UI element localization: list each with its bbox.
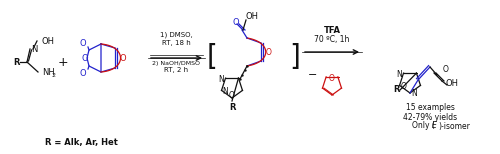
Text: RT, 2 h: RT, 2 h: [164, 67, 188, 73]
Text: )-isomer: )-isomer: [438, 122, 470, 130]
Text: O: O: [232, 18, 239, 26]
Text: O: O: [266, 47, 272, 57]
Text: Only (: Only (: [412, 122, 435, 130]
Text: [: [: [206, 43, 218, 71]
Text: N: N: [31, 45, 38, 53]
Text: OH: OH: [41, 36, 54, 45]
Text: OH: OH: [245, 12, 258, 20]
Text: O: O: [229, 91, 235, 100]
Text: R: R: [14, 57, 20, 67]
Text: 42-79% yields: 42-79% yields: [403, 113, 457, 122]
Text: TFA: TFA: [324, 26, 340, 35]
Text: 2) NaOH/DMSO: 2) NaOH/DMSO: [152, 61, 200, 66]
Text: NH: NH: [42, 67, 55, 77]
Text: +: +: [58, 55, 68, 69]
Text: ]: ]: [290, 43, 300, 71]
Text: N: N: [222, 87, 228, 96]
Text: O: O: [329, 74, 335, 83]
Text: 70 ºC, 1h: 70 ºC, 1h: [314, 35, 350, 44]
Text: RT, 18 h: RT, 18 h: [162, 40, 191, 46]
Text: N: N: [218, 75, 224, 84]
Text: O: O: [443, 65, 449, 73]
Text: R: R: [393, 85, 399, 95]
Text: OH: OH: [446, 79, 459, 87]
Text: N: N: [396, 70, 402, 79]
Text: 15 examples: 15 examples: [406, 103, 454, 113]
Text: O: O: [120, 53, 126, 63]
Text: O: O: [80, 69, 86, 77]
Text: O: O: [80, 38, 86, 47]
Text: 1) DMSO,: 1) DMSO,: [160, 32, 193, 38]
Text: −: −: [308, 70, 318, 80]
Text: R = Alk, Ar, Het: R = Alk, Ar, Het: [45, 138, 118, 148]
Text: R: R: [229, 103, 235, 112]
Text: O: O: [400, 82, 406, 91]
Text: E: E: [432, 122, 437, 130]
Text: O: O: [82, 53, 88, 63]
Text: N: N: [411, 89, 417, 99]
Text: 2: 2: [52, 73, 56, 77]
